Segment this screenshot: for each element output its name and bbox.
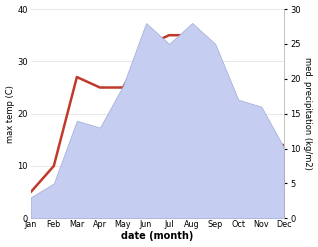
Y-axis label: max temp (C): max temp (C): [5, 85, 15, 143]
X-axis label: date (month): date (month): [121, 231, 194, 242]
Y-axis label: med. precipitation (kg/m2): med. precipitation (kg/m2): [303, 57, 313, 170]
